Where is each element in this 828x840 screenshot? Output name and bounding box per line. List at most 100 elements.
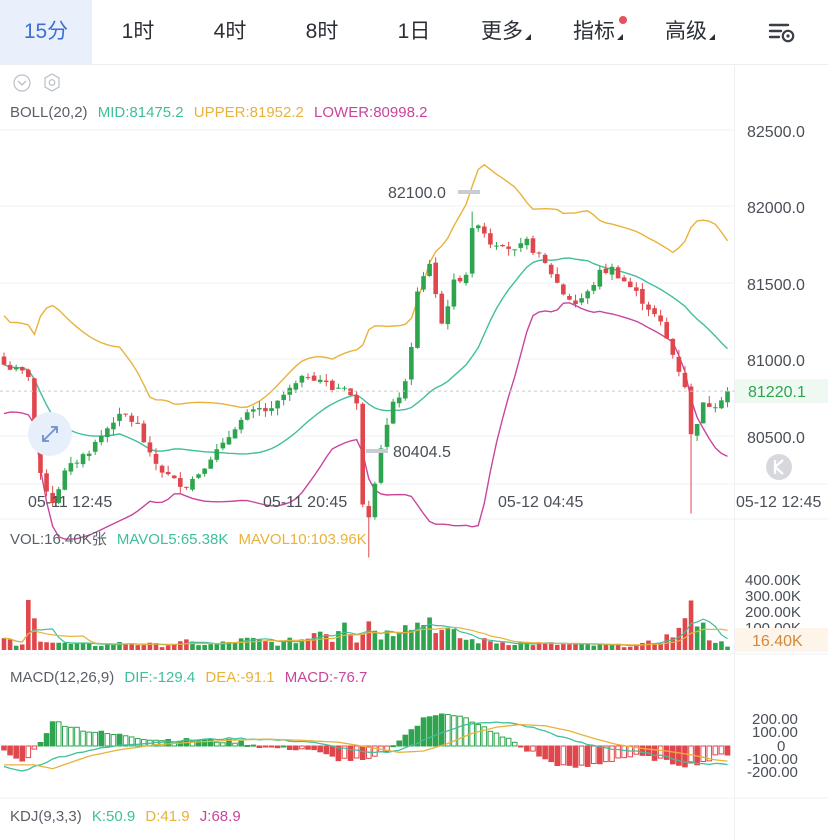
macd-bar bbox=[98, 730, 105, 747]
macd-bar bbox=[329, 745, 336, 757]
macd-bar bbox=[432, 715, 439, 747]
volume-bar bbox=[603, 644, 609, 650]
volume-bar bbox=[524, 642, 530, 650]
candle bbox=[451, 273, 457, 310]
chevron-down-icon bbox=[17, 80, 27, 86]
boll-name: BOLL(20,2) bbox=[10, 104, 88, 121]
tab-1d[interactable]: 1日 bbox=[368, 0, 460, 64]
candle bbox=[50, 485, 55, 507]
tab-1h[interactable]: 1时 bbox=[92, 0, 184, 64]
candle bbox=[433, 257, 438, 298]
macd-bar bbox=[19, 745, 26, 762]
expand-arrows-icon bbox=[42, 426, 58, 442]
macd-bar bbox=[645, 745, 652, 757]
macd-bar bbox=[122, 735, 129, 747]
candle bbox=[421, 271, 426, 293]
candle bbox=[688, 383, 694, 514]
time-tick: 05-11 12:45 bbox=[28, 494, 112, 511]
volume-bar bbox=[445, 628, 451, 650]
candle bbox=[135, 415, 141, 424]
time-axis: 05-11 12:45 05-11 20:45 05-12 04:45 05-1… bbox=[28, 494, 822, 511]
indicator-settings-button[interactable] bbox=[44, 73, 60, 92]
candle bbox=[615, 265, 621, 279]
notification-dot-icon bbox=[619, 16, 627, 24]
volume-tick: 300.00K bbox=[745, 588, 801, 605]
dropdown-triangle-icon bbox=[617, 34, 623, 40]
volume-bar bbox=[719, 641, 724, 650]
macd-bar bbox=[226, 739, 232, 747]
macd-bar bbox=[706, 745, 713, 762]
volume-bar bbox=[530, 645, 536, 650]
tab-indicators[interactable]: 指标 bbox=[552, 0, 644, 64]
candle bbox=[494, 242, 499, 250]
candle bbox=[226, 430, 232, 446]
candle bbox=[627, 277, 633, 288]
collapse-indicator-button[interactable] bbox=[13, 74, 31, 92]
candle bbox=[524, 236, 530, 250]
price-tick: 82000.0 bbox=[747, 200, 805, 217]
candle bbox=[530, 235, 536, 256]
volume-bar bbox=[159, 647, 165, 650]
macd-bar bbox=[104, 733, 111, 747]
macd-tick: -100.00 bbox=[747, 751, 798, 768]
volume-bar bbox=[50, 642, 55, 650]
reset-view-button[interactable] bbox=[766, 454, 792, 480]
kdj-d: D:41.9 bbox=[145, 808, 190, 825]
volume-bar bbox=[542, 642, 548, 650]
candle bbox=[585, 289, 590, 304]
volume-bar bbox=[609, 645, 615, 650]
candle bbox=[409, 342, 414, 386]
volume-bar bbox=[105, 643, 110, 650]
volume-bar bbox=[640, 642, 645, 650]
candle bbox=[202, 468, 207, 477]
macd-bar bbox=[700, 745, 707, 763]
candle bbox=[190, 476, 195, 492]
tab-15m[interactable]: 15分 bbox=[0, 0, 92, 64]
tab-4h[interactable]: 4时 bbox=[184, 0, 276, 64]
volume-bar bbox=[500, 642, 505, 650]
volume-bar bbox=[360, 633, 366, 650]
volume-bar bbox=[153, 643, 159, 650]
volume-bar bbox=[19, 644, 25, 650]
candle bbox=[184, 486, 189, 490]
candle bbox=[469, 211, 475, 278]
candle bbox=[415, 287, 420, 349]
macd-bar bbox=[475, 723, 482, 747]
macd-value: MACD:-76.7 bbox=[284, 669, 368, 686]
candle bbox=[62, 467, 68, 491]
tab-more[interactable]: 更多 bbox=[460, 0, 552, 64]
macd-bar bbox=[603, 745, 609, 763]
macd-bar bbox=[7, 745, 13, 756]
macd-tick: 100.00 bbox=[752, 724, 798, 741]
volume-legend: VOL:16.40K张 MAVOL5:65.38K MAVOL10:103.96… bbox=[10, 528, 373, 549]
volume-bar bbox=[615, 643, 621, 650]
volume-bar bbox=[123, 644, 128, 650]
candle bbox=[482, 222, 487, 238]
tab-advanced[interactable]: 高级 bbox=[644, 0, 736, 64]
candle bbox=[56, 486, 62, 504]
volume-bar bbox=[415, 622, 420, 650]
macd-series bbox=[1, 713, 731, 772]
candle bbox=[634, 282, 639, 297]
macd-bar bbox=[518, 745, 524, 748]
macd-bar bbox=[414, 725, 421, 747]
boll-mid: MID:81475.2 bbox=[97, 104, 184, 121]
chart-canvas[interactable]: 82100.0 80404.5 82500.0 82000.0 81500.0 … bbox=[0, 64, 828, 840]
candle bbox=[105, 426, 110, 443]
volume-bar bbox=[372, 630, 378, 650]
tab-8h[interactable]: 8时 bbox=[276, 0, 368, 64]
chart-settings-button[interactable] bbox=[736, 0, 828, 64]
macd-bar bbox=[676, 745, 682, 766]
candle bbox=[548, 262, 554, 278]
macd-bar bbox=[1, 745, 7, 751]
interval-tab-bar: 15分 1时 4时 8时 1日 更多 指标 高级 bbox=[0, 0, 828, 65]
candle bbox=[500, 244, 505, 247]
candle bbox=[512, 249, 518, 257]
bollinger-bands bbox=[3, 163, 729, 540]
expand-chart-button[interactable] bbox=[28, 412, 72, 456]
candle bbox=[98, 430, 104, 446]
macd-bar bbox=[615, 745, 621, 759]
candle bbox=[488, 228, 493, 249]
candle bbox=[518, 237, 524, 252]
tab-label: 4时 bbox=[213, 20, 247, 43]
